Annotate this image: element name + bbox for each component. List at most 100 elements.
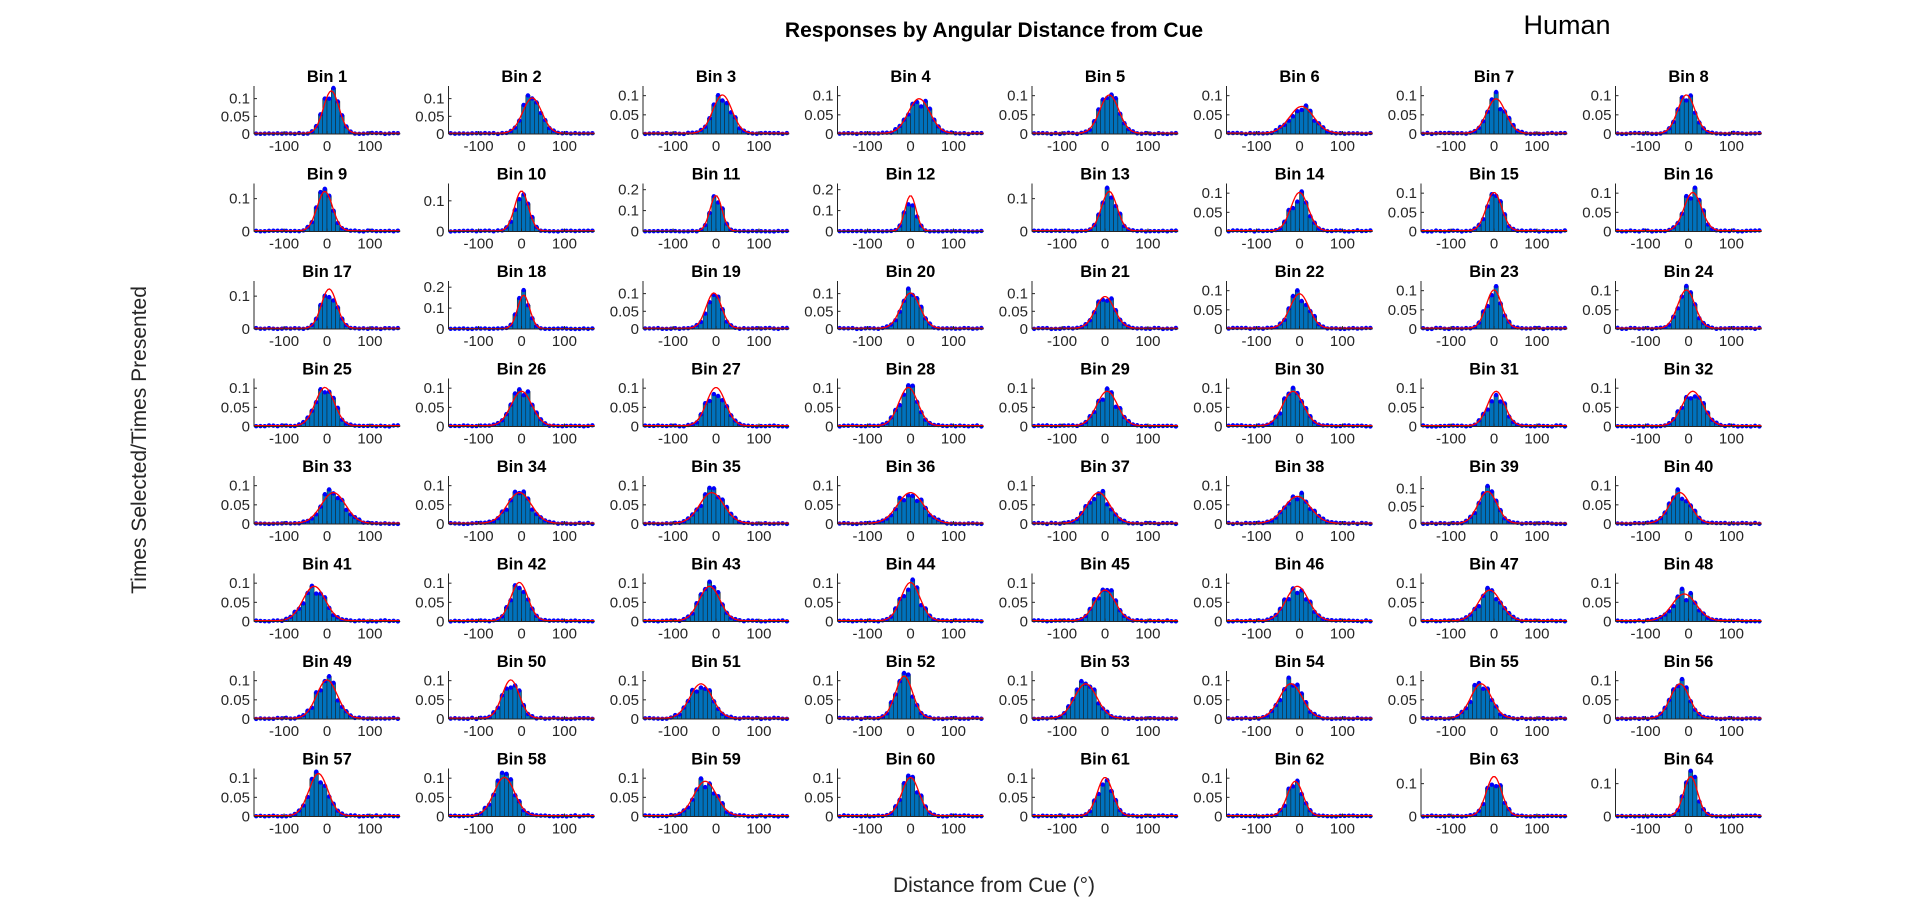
- y-tick-label: 0.05: [610, 303, 639, 320]
- histogram-bar: [1489, 590, 1495, 622]
- histogram-bar: [331, 300, 336, 330]
- x-tick-label: -100: [658, 528, 688, 545]
- x-tick-label: -100: [853, 723, 883, 740]
- subplot-38: Bin 38 0 0.05 0.1 -100 0 100: [1193, 458, 1373, 545]
- y-tick-label: 0.1: [229, 191, 250, 208]
- histogram-bar: [322, 785, 328, 817]
- data-point: [1675, 487, 1680, 492]
- x-tick-label: -100: [1631, 236, 1661, 253]
- data-point: [698, 776, 704, 781]
- histogram-bar: [1113, 406, 1119, 427]
- histogram-bar: [331, 397, 336, 427]
- y-tick-label: 0.1: [813, 203, 834, 220]
- histogram-bar: [711, 393, 717, 427]
- subplot-11: Bin 11 0 0.1 0.2 -100 0 100: [618, 166, 790, 253]
- histogram-bar: [715, 202, 721, 232]
- y-tick-label: 0.1: [813, 88, 834, 105]
- histogram-bar: [1489, 193, 1495, 232]
- x-tick-label: 0: [1295, 333, 1303, 350]
- data-point: [331, 85, 336, 91]
- y-tick-label: 0: [631, 614, 639, 631]
- histogram-bar: [1091, 498, 1097, 525]
- x-tick-label: 0: [517, 138, 525, 155]
- subplot-24: Bin 24 0 0.05 0.1 -100 0 100: [1582, 263, 1762, 350]
- x-tick-label: 0: [1101, 528, 1109, 545]
- fit-curve: [1032, 94, 1178, 134]
- data-point: [1290, 114, 1296, 119]
- fit-curve: [1226, 105, 1373, 134]
- y-tick-label: 0: [1214, 419, 1222, 436]
- y-tick-label: 0: [436, 126, 444, 143]
- histogram-bar: [1498, 201, 1503, 232]
- histogram-bar: [318, 782, 323, 817]
- subplot-title: Bin 41: [302, 556, 352, 574]
- y-tick-label: 0: [1409, 419, 1417, 436]
- subplot-title: Bin 16: [1664, 166, 1714, 184]
- subplot-title: Bin 2: [501, 68, 541, 86]
- x-tick-label: 100: [357, 528, 382, 545]
- data-point: [694, 689, 699, 694]
- subplot-title: Bin 31: [1469, 361, 1519, 379]
- y-tick-label: 0: [631, 711, 639, 728]
- y-tick-label: 0: [631, 321, 639, 338]
- histogram-bar: [1485, 409, 1490, 427]
- subplot-title: Bin 30: [1275, 361, 1325, 379]
- y-tick-label: 0.05: [610, 399, 639, 416]
- x-tick-label: 100: [1135, 138, 1160, 155]
- y-tick-label: 0.05: [1388, 594, 1417, 611]
- x-tick-label: 100: [941, 236, 966, 253]
- histogram-bar: [508, 599, 514, 622]
- y-tick-label: 0.1: [618, 673, 639, 690]
- histogram-bar: [1286, 393, 1292, 427]
- y-tick-label: 0: [1603, 516, 1611, 533]
- x-tick-label: 100: [1135, 723, 1160, 740]
- subplot-58: Bin 58 0 0.05 0.1 -100 0 100: [415, 751, 595, 838]
- subplot-33: Bin 33 0 0.05 0.1 -100 0 100: [221, 458, 401, 545]
- x-tick-label: -100: [464, 138, 494, 155]
- subplot-3: Bin 3 0 0.05 0.1 -100 0 100: [610, 68, 790, 155]
- histogram-bar: [1294, 110, 1300, 135]
- y-tick-label: 0: [1409, 614, 1417, 631]
- subplot-29: Bin 29 0 0.05 0.1 -100 0 100: [999, 361, 1179, 448]
- subplot-title: Bin 13: [1080, 166, 1130, 184]
- subplot-52: Bin 52 0 0.05 0.1 -100 0 100: [804, 653, 984, 740]
- y-tick-label: 0: [242, 711, 250, 728]
- x-tick-label: -100: [1436, 723, 1466, 740]
- data-point: [1498, 107, 1503, 112]
- x-tick-label: 100: [357, 723, 382, 740]
- x-tick-label: 0: [906, 138, 914, 155]
- histogram-bar: [1692, 396, 1698, 427]
- x-tick-label: 0: [323, 236, 331, 253]
- y-tick-label: 0.05: [221, 108, 250, 125]
- y-tick-label: 0.1: [1202, 478, 1223, 495]
- x-tick-label: -100: [853, 431, 883, 448]
- x-tick-label: -100: [1631, 431, 1661, 448]
- x-tick-label: 100: [1524, 333, 1549, 350]
- data-point: [1493, 89, 1499, 95]
- y-tick-label: 0.1: [424, 380, 445, 397]
- subplot-title: Bin 23: [1469, 263, 1519, 281]
- y-tick-label: 0.05: [1388, 399, 1417, 416]
- data-point: [322, 492, 328, 497]
- subplot-title: Bin 19: [691, 263, 741, 281]
- histogram-bar: [322, 392, 328, 427]
- x-tick-label: 100: [1135, 626, 1160, 643]
- x-tick-label: 0: [1490, 431, 1498, 448]
- x-tick-label: 0: [1490, 528, 1498, 545]
- subplot-50: Bin 50 0 0.05 0.1 -100 0 100: [415, 653, 595, 740]
- subplot-title: Bin 14: [1275, 166, 1325, 184]
- data-point: [906, 672, 911, 677]
- subplot-title: Bin 50: [497, 653, 547, 671]
- histogram-bar: [516, 389, 522, 427]
- x-tick-label: 100: [1330, 236, 1355, 253]
- y-tick-label: 0: [436, 321, 444, 338]
- subplot-title: Bin 4: [890, 68, 931, 86]
- histogram-bar: [1675, 685, 1681, 720]
- subplot-title: Bin 49: [302, 653, 352, 671]
- data-point: [1295, 590, 1300, 596]
- histogram-bar: [1696, 397, 1702, 427]
- histogram-bar: [318, 593, 323, 622]
- x-tick-label: -100: [269, 138, 299, 155]
